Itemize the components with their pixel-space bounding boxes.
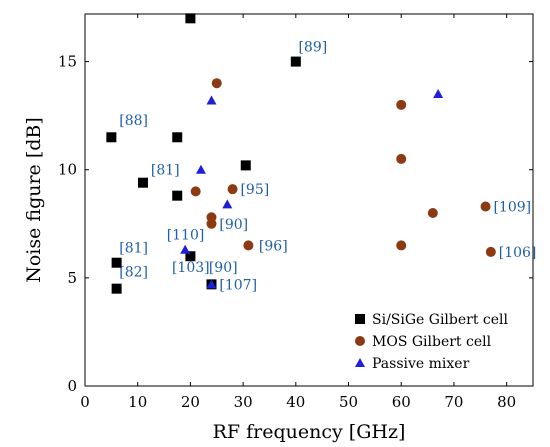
circle-marker bbox=[211, 78, 222, 89]
circle-marker bbox=[485, 246, 496, 257]
x-tick-label: 30 bbox=[234, 393, 253, 411]
y-tick-label: 10 bbox=[58, 161, 77, 179]
square-marker bbox=[240, 160, 251, 171]
square-marker bbox=[290, 56, 301, 67]
y-axis: 0 5 10 15 bbox=[58, 53, 533, 395]
square-marker bbox=[106, 132, 117, 143]
reference-label: [82] bbox=[119, 264, 148, 280]
x-tick-label: 50 bbox=[339, 393, 358, 411]
legend-label: MOS Gilbert cell bbox=[372, 334, 492, 350]
x-tick-label: 60 bbox=[392, 393, 411, 411]
reference-label: [110] bbox=[167, 228, 205, 244]
square-marker bbox=[137, 177, 148, 188]
circle-marker bbox=[396, 240, 407, 251]
reference-label: [107] bbox=[219, 277, 257, 293]
circle-marker bbox=[396, 99, 407, 110]
square-marker bbox=[111, 257, 122, 268]
reference-label: [106] bbox=[499, 245, 537, 261]
triangle-marker bbox=[433, 89, 444, 99]
y-axis-title: Noise figure [dB] bbox=[23, 117, 45, 283]
circle-marker bbox=[427, 207, 438, 218]
square-marker bbox=[185, 13, 196, 24]
circle-marker bbox=[227, 184, 238, 195]
reference-labels: [89][88][81][95][90][110][96][81][82] [10… bbox=[119, 39, 536, 293]
reference-label: [90] bbox=[219, 217, 248, 233]
legend-triangle-icon bbox=[355, 358, 365, 367]
y-tick-label: 15 bbox=[58, 53, 77, 71]
x-axis: 0 10 20 30 40 50 60 70 80 bbox=[80, 14, 516, 411]
reference-label: [95] bbox=[240, 182, 269, 198]
legend-square-icon bbox=[355, 314, 365, 324]
reference-label: [81] bbox=[119, 241, 148, 257]
triangle-marker bbox=[195, 164, 206, 174]
x-tick-label: 20 bbox=[181, 393, 200, 411]
circle-marker bbox=[396, 153, 407, 164]
square-marker bbox=[172, 132, 183, 143]
legend-box bbox=[350, 306, 530, 378]
reference-label: [90] bbox=[209, 260, 238, 276]
legend-label: Si/SiGe Gilbert cell bbox=[372, 312, 509, 328]
circle-marker bbox=[206, 218, 217, 229]
square-marker bbox=[172, 190, 183, 201]
y-tick-label: 0 bbox=[67, 377, 77, 395]
triangle-marker bbox=[206, 95, 217, 105]
square-marker bbox=[185, 251, 196, 262]
square-marker bbox=[111, 283, 122, 294]
x-tick-label: 0 bbox=[80, 393, 90, 411]
circle-marker bbox=[243, 240, 254, 251]
circle-marker bbox=[190, 186, 201, 197]
plot-area: 0 10 20 30 40 50 60 70 80 0 5 10 15 [89] [88] [81] [95… bbox=[58, 13, 536, 411]
x-tick-label: 10 bbox=[128, 393, 147, 411]
triangle-marker bbox=[180, 244, 191, 254]
reference-label: [88] bbox=[119, 113, 148, 129]
reference-label: [96] bbox=[259, 238, 288, 254]
reference-label: [109] bbox=[493, 199, 531, 215]
reference-label: [81] bbox=[151, 163, 180, 179]
y-tick-label: 5 bbox=[67, 269, 77, 287]
x-axis-title: RF frequency [GHz] bbox=[213, 421, 406, 443]
legend-label: Passive mixer bbox=[372, 356, 470, 372]
x-tick-label: 70 bbox=[444, 393, 463, 411]
legend: Si/SiGe Gilbert cell MOS Gilbert cell Pass… bbox=[350, 306, 530, 378]
triangle-marker bbox=[206, 279, 217, 289]
x-tick-label: 40 bbox=[286, 393, 305, 411]
circle-marker bbox=[480, 201, 491, 212]
reference-label: [103] bbox=[172, 260, 210, 276]
plot-frame bbox=[84, 13, 534, 387]
data-points bbox=[106, 13, 496, 294]
triangle-marker bbox=[222, 199, 233, 209]
x-tick-label: 80 bbox=[497, 393, 516, 411]
legend-circle-icon bbox=[355, 336, 365, 346]
reference-label: [89] bbox=[298, 39, 327, 55]
